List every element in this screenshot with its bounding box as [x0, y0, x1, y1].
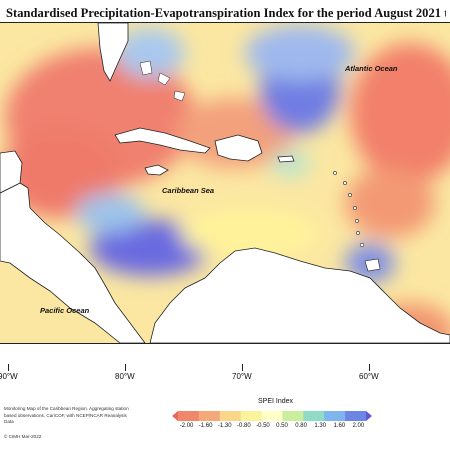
land-south-america — [149, 247, 450, 343]
label-caribbean: Caribbean Sea — [162, 186, 214, 195]
label-atlantic: Atlantic Ocean — [344, 64, 398, 73]
wet-zone-north — [245, 25, 355, 81]
lon-tick — [369, 364, 370, 371]
neutral-zone-central — [180, 208, 320, 258]
wet-zone-sw-caribbean — [90, 220, 210, 276]
land-florida — [97, 23, 129, 82]
lon-label-70w: 70°W — [232, 372, 252, 381]
island — [355, 219, 359, 223]
legend-ticks: -2.00 -1.60 -1.30 -0.80 -0.50 0.50 0.80 … — [177, 423, 368, 429]
island — [348, 193, 352, 197]
land-trinidad — [364, 258, 381, 272]
wet-zone-puerto-rico — [270, 149, 310, 177]
lon-label-80w: 80°W — [115, 372, 135, 381]
legend-swatch — [198, 411, 221, 421]
copyright-note: © CIMH Mar-2022 — [4, 434, 42, 439]
dry-zone-lesser-antilles — [345, 168, 435, 238]
legend-swatch — [172, 411, 178, 421]
lesser-antilles — [333, 171, 381, 272]
land-central-america — [0, 182, 146, 343]
legend-tick: 1.60 — [333, 423, 346, 429]
land-masses — [0, 23, 450, 343]
legend-swatch — [178, 411, 200, 421]
island — [356, 231, 360, 235]
legend-swatch — [282, 411, 304, 421]
island — [173, 90, 186, 102]
wet-zone-bahamas — [115, 28, 185, 78]
island — [343, 181, 347, 185]
lon-tick — [125, 364, 126, 371]
legend-tick: 1.30 — [314, 423, 327, 429]
dry-zone-atlantic-east — [350, 43, 450, 183]
island — [139, 60, 153, 76]
lon-label-90w: 90°W — [0, 372, 18, 381]
legend-swatch — [261, 411, 283, 421]
legend-swatch — [324, 411, 346, 421]
island — [359, 242, 365, 248]
legend-tick: -1.60 — [198, 423, 213, 429]
legend-tick: 2.00 — [352, 423, 365, 429]
source-note: Monitoring Map of the Caribbean Region. … — [4, 406, 129, 424]
legend-tick: -1.30 — [217, 423, 232, 429]
land-puerto-rico — [277, 155, 295, 163]
legend-tick: 0.50 — [276, 423, 288, 429]
map-title: Standardised Precipitation-Evapotranspir… — [6, 6, 446, 20]
legend-tick: 0.80 — [295, 423, 307, 429]
legend-swatch — [366, 411, 372, 421]
label-pacific: Pacific Ocean — [40, 306, 90, 315]
map-panel: Atlantic Ocean Caribbean Sea Pacific Oce… — [0, 22, 450, 344]
land-hispaniola — [214, 134, 263, 162]
color-legend — [172, 411, 372, 421]
spei-map-canvas: Atlantic Ocean Caribbean Sea Pacific Oce… — [0, 23, 450, 343]
legend-bar — [172, 411, 372, 421]
land-jamaica — [144, 164, 169, 176]
legend-tick: -0.80 — [236, 423, 251, 429]
dry-zone-yucatan — [0, 128, 120, 218]
land-cuba — [114, 127, 211, 154]
legend-swatch — [219, 411, 241, 421]
lon-label-60w: 60°W — [359, 372, 379, 381]
spei-field — [0, 25, 450, 343]
bahamas — [139, 60, 186, 102]
legend-title: SPEI Index — [258, 398, 294, 405]
legend-swatch — [303, 411, 325, 421]
legend-swatch — [240, 411, 262, 421]
wet-zone-nicaragua — [75, 193, 145, 233]
legend-tick: -0.50 — [256, 423, 270, 429]
lon-tick — [242, 364, 243, 371]
lon-tick — [8, 364, 9, 371]
legend-tick: -2.00 — [179, 423, 194, 429]
island — [353, 206, 357, 210]
island — [333, 171, 337, 175]
island — [157, 72, 171, 86]
legend-swatch — [345, 411, 367, 421]
land-yucatan — [0, 150, 23, 194]
